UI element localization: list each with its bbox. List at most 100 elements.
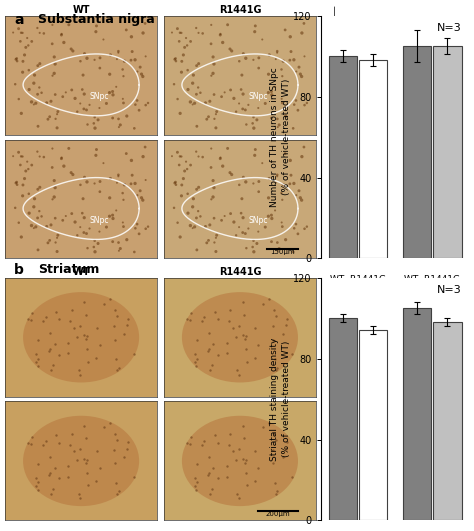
Point	[203, 238, 210, 247]
Point	[210, 340, 217, 349]
Point	[243, 244, 250, 252]
Point	[273, 238, 281, 247]
Point	[133, 96, 141, 105]
Point	[28, 161, 36, 169]
Point	[79, 85, 86, 94]
Point	[48, 163, 56, 172]
Point	[25, 209, 33, 217]
Point	[172, 181, 180, 189]
Point	[113, 55, 121, 63]
Point	[242, 178, 250, 186]
Point	[138, 193, 146, 202]
Point	[124, 314, 132, 323]
Point	[282, 25, 289, 34]
Point	[250, 247, 258, 256]
Point	[172, 57, 180, 65]
Point	[50, 193, 58, 201]
Point	[201, 222, 209, 230]
Point	[210, 53, 217, 61]
Text: a: a	[14, 13, 24, 27]
Point	[49, 21, 56, 29]
Point	[115, 115, 122, 123]
Point	[298, 152, 306, 161]
Point	[135, 106, 143, 115]
Point	[65, 144, 73, 152]
Point	[91, 56, 98, 64]
Point	[250, 56, 257, 64]
Point	[103, 99, 110, 108]
Point	[84, 357, 92, 366]
Point	[272, 490, 280, 498]
Point	[232, 231, 240, 239]
Point	[48, 40, 56, 48]
Point	[195, 152, 202, 161]
Point	[36, 152, 44, 161]
Point	[141, 143, 149, 151]
Point	[131, 179, 139, 187]
Point	[18, 109, 25, 117]
Point	[65, 21, 73, 29]
Point	[75, 366, 82, 374]
Point	[187, 309, 195, 318]
Text: b: b	[14, 263, 24, 277]
Bar	[433, 322, 462, 520]
Point	[242, 54, 250, 63]
Point	[69, 170, 77, 179]
Point	[103, 223, 110, 232]
Point	[206, 490, 214, 498]
Point	[39, 441, 47, 449]
Point	[195, 29, 202, 37]
Point	[15, 24, 22, 33]
Point	[172, 178, 179, 186]
Bar	[433, 46, 462, 259]
Point	[272, 312, 280, 321]
Point	[265, 174, 273, 183]
Point	[191, 358, 199, 366]
Point	[280, 57, 287, 65]
Point	[221, 212, 228, 220]
Point	[19, 181, 27, 189]
Y-axis label: Striatal TH staining density
(% of vehicle-treated WT): Striatal TH staining density (% of vehic…	[271, 337, 291, 461]
Point	[38, 212, 46, 221]
Point	[301, 176, 308, 184]
Point	[204, 470, 212, 479]
Point	[186, 440, 194, 448]
Point	[268, 237, 275, 246]
Point	[298, 72, 305, 81]
Point	[55, 350, 63, 359]
Point	[242, 456, 249, 464]
Point	[111, 306, 118, 315]
Point	[300, 19, 308, 28]
Point	[19, 192, 27, 200]
Point	[50, 53, 58, 61]
Bar	[403, 308, 431, 520]
Point	[174, 218, 182, 227]
Point	[243, 357, 251, 366]
Point	[236, 181, 243, 189]
Point	[32, 350, 40, 358]
Point	[190, 194, 197, 203]
Point	[51, 183, 59, 192]
Point	[212, 234, 220, 242]
Point	[268, 214, 275, 222]
Point	[191, 350, 199, 358]
Point	[273, 115, 281, 123]
Point	[138, 70, 146, 79]
Point	[238, 194, 246, 203]
Point	[122, 149, 130, 158]
Point	[218, 216, 225, 225]
Point	[227, 85, 234, 94]
Point	[83, 456, 91, 464]
Title: WT: WT	[73, 267, 90, 277]
Point	[301, 101, 308, 109]
Point	[100, 423, 108, 432]
Point	[119, 72, 127, 80]
Point	[83, 54, 91, 63]
Point	[271, 82, 279, 91]
Point	[206, 366, 214, 374]
Point	[191, 222, 199, 231]
Point	[58, 31, 65, 39]
Point	[30, 100, 37, 109]
Point	[212, 110, 220, 118]
Point	[117, 244, 124, 253]
